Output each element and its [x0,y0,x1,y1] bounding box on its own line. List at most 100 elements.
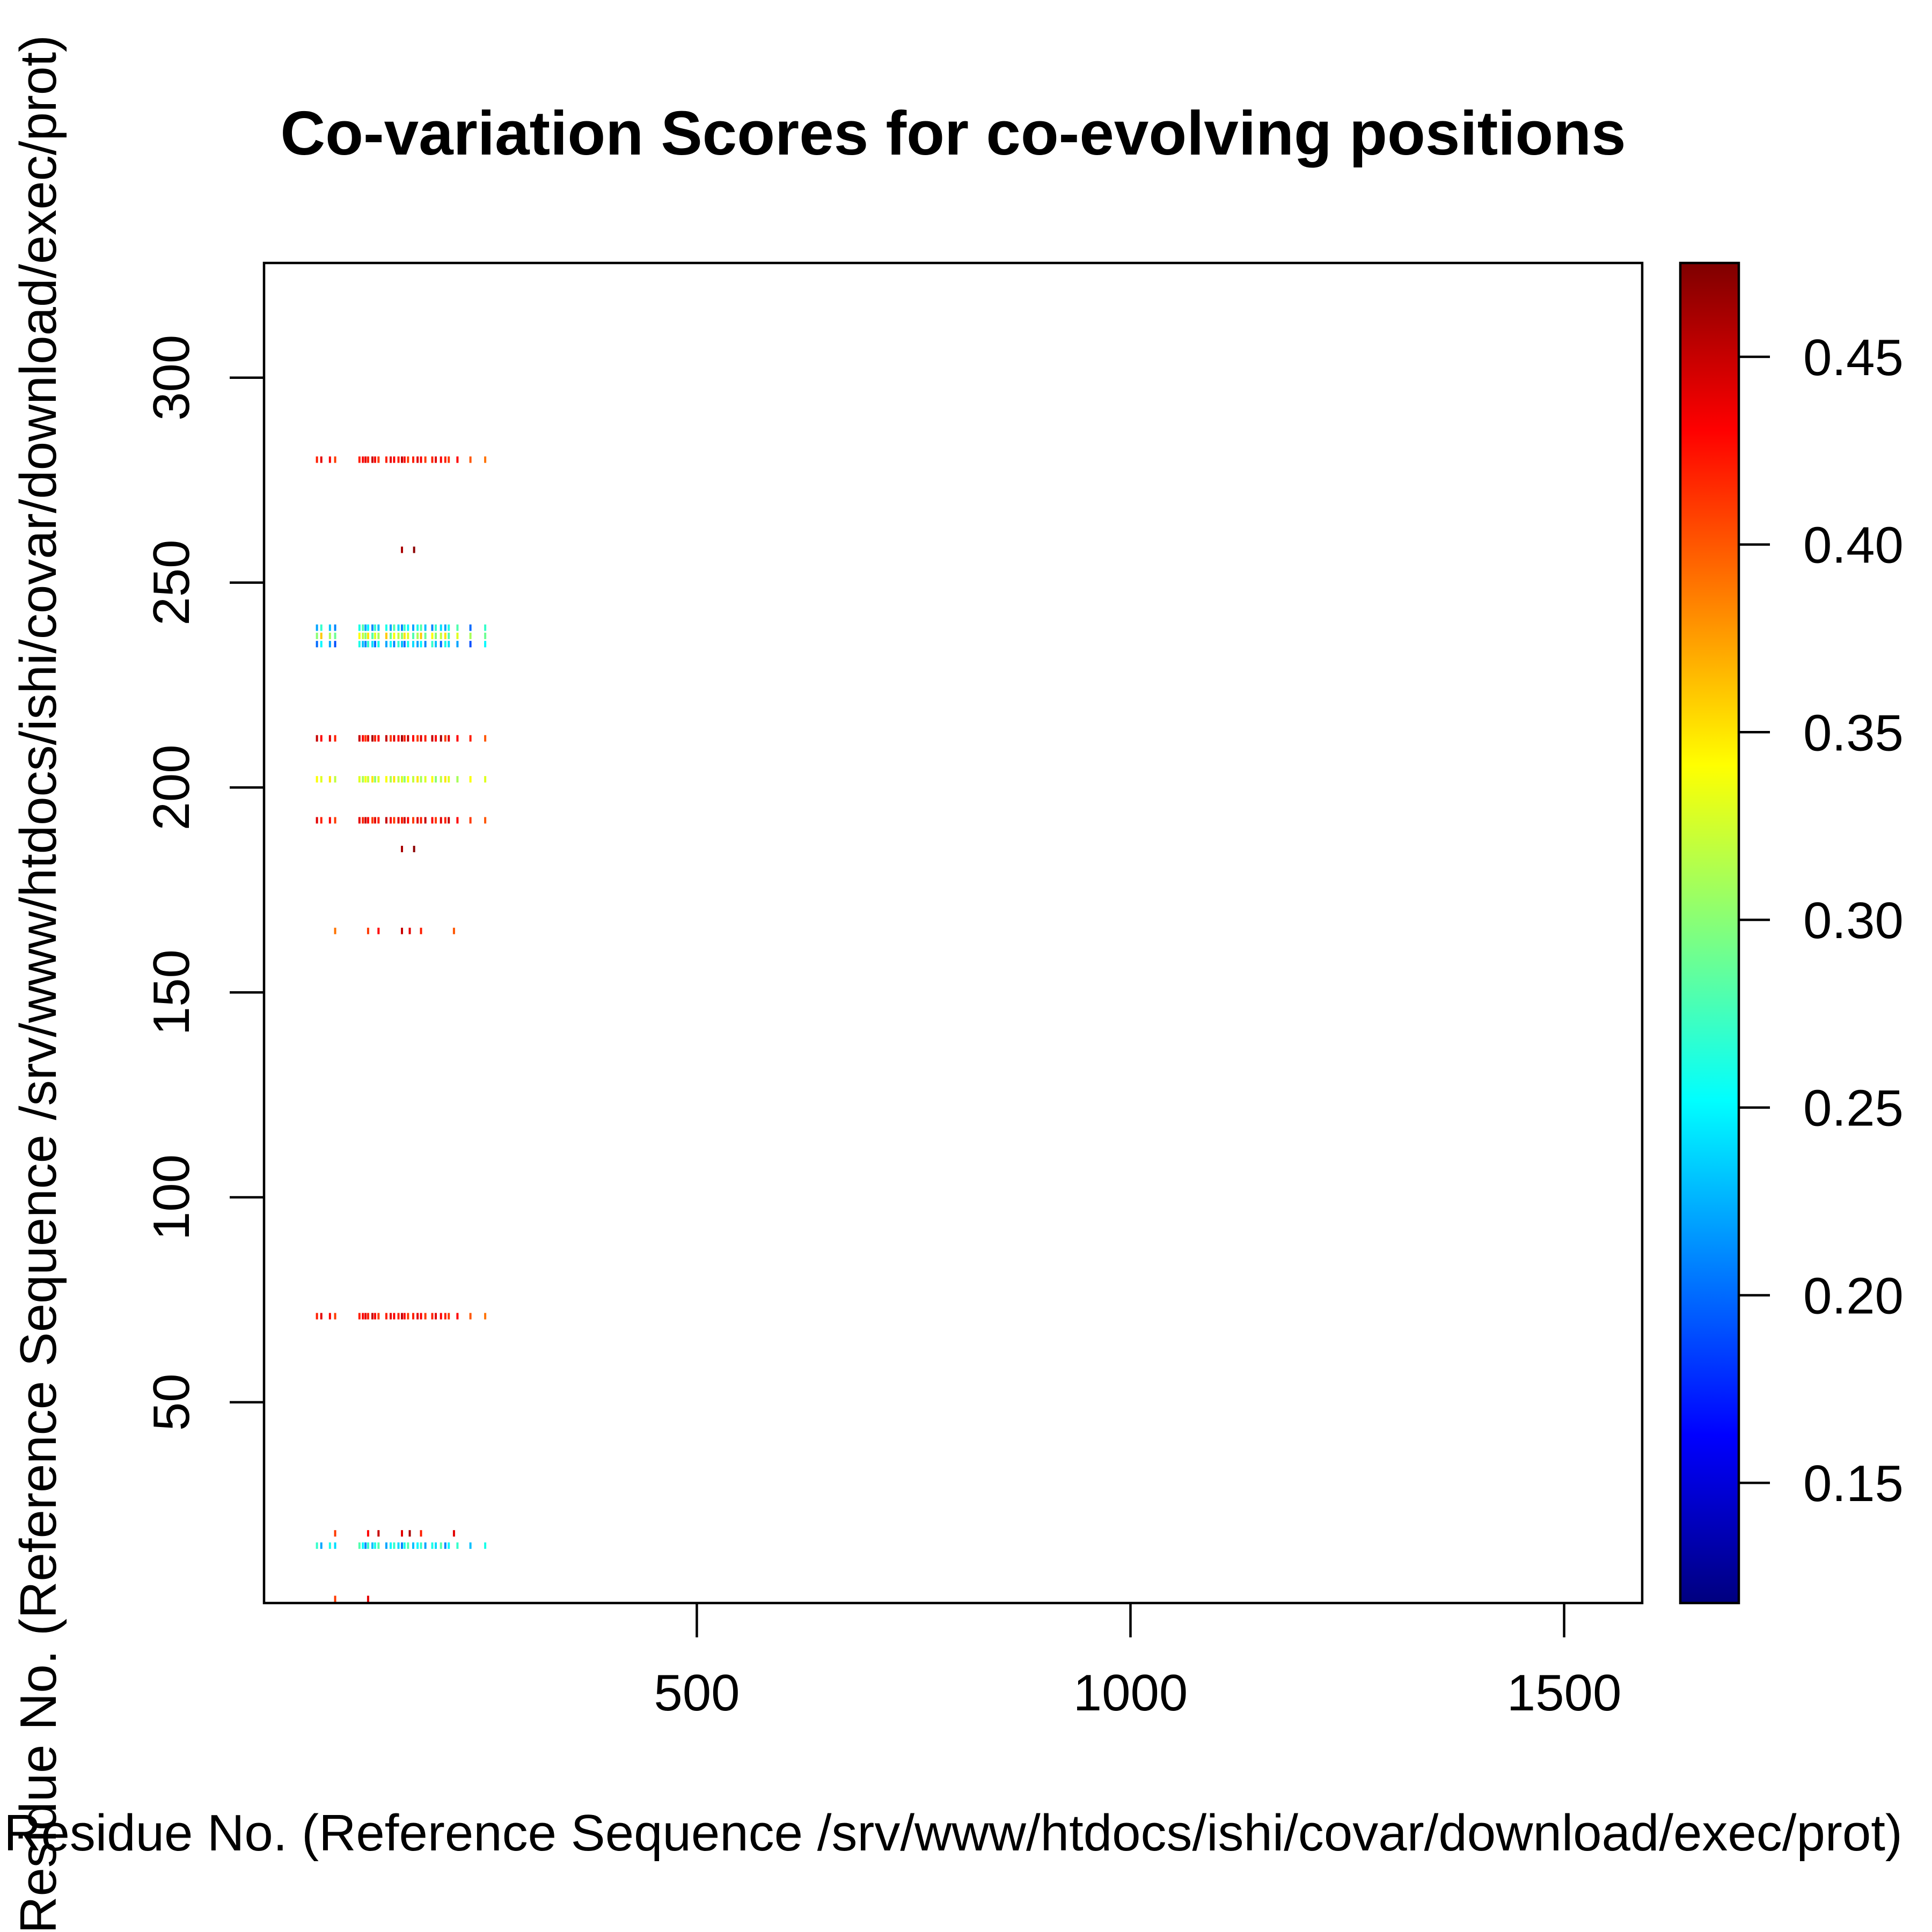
heatmap-cell [444,456,447,463]
heatmap-cell [397,456,400,463]
chart-title: Co-variation Scores for co-evolving posi… [280,98,1626,168]
heatmap-cell [334,776,336,783]
heatmap-cell [407,456,409,463]
heatmap-cell [358,1313,361,1320]
heatmap-cell [424,817,427,824]
heatmap-cell [448,735,450,742]
heatmap-cell [407,641,409,648]
heatmap-cell [371,641,374,648]
heatmap-cell [334,817,336,824]
heatmap-cell [424,632,427,639]
heatmap-cell [401,1530,403,1537]
heatmap-cell [397,776,400,783]
heatmap-cell [374,735,376,742]
heatmap-cell [374,641,376,648]
heatmap-cell [440,1313,442,1320]
heatmap-cell [362,456,364,463]
heatmap-cell [424,624,427,631]
heatmap-cell [401,927,403,934]
heatmap-cell [403,1542,406,1549]
heatmap-cell [385,624,387,631]
heatmap-cell [440,1542,442,1549]
heatmap-cell [420,456,422,463]
heatmap-cell [334,641,336,648]
heatmap-cell [403,1313,406,1320]
heatmap-cell [412,632,414,639]
heatmap-cell [358,456,361,463]
heatmap-cell [367,817,369,824]
heatmap-cell [397,1542,400,1549]
heatmap-cell [316,632,318,639]
heatmap-cell [420,927,422,934]
x-axis-title: Residue No. (Reference Sequence /srv/www… [4,1804,1902,1862]
heatmap-cell [320,1313,323,1320]
heatmap-cell [440,817,442,824]
heatmap-cell [377,456,380,463]
heatmap-cell [412,776,414,783]
heatmap-cell [377,776,380,783]
heatmap-cell [320,776,323,783]
y-tick-label: 100 [143,1154,200,1240]
heatmap-cell [320,632,323,639]
heatmap-cell [469,1313,472,1320]
y-axis-title: Residue No. (Reference Sequence /srv/www… [10,35,67,1932]
heatmap-cell [316,735,318,742]
heatmap-cell [469,735,472,742]
heatmap-cell [435,1542,437,1549]
heatmap-cell [397,735,400,742]
heatmap-cell [456,641,459,648]
heatmap-cell [440,632,442,639]
heatmap-cell [469,776,472,783]
heatmap-cell [364,624,367,631]
heatmap-cell [390,776,392,783]
heatmap-cell [316,641,318,648]
heatmap-cell [416,1313,419,1320]
heatmap-cell [416,1542,419,1549]
heatmap-cell [358,624,361,631]
heatmap-cell [403,456,406,463]
heatmap-cell [367,641,369,648]
heatmap-cell [328,1542,331,1549]
heatmap-cell [435,456,437,463]
heatmap-cell [484,632,487,639]
heatmap-cell [401,641,403,648]
heatmap-cell [397,1313,400,1320]
x-tick-label: 1500 [1507,1664,1622,1722]
heatmap-cell [362,817,364,824]
heatmap-cell [431,776,434,783]
heatmap-cell [374,624,376,631]
heatmap-cell [393,632,396,639]
colorbar-tick-label: 0.40 [1803,517,1904,574]
colorbar-tick-label: 0.25 [1803,1080,1904,1137]
heatmap-cell [385,776,387,783]
heatmap-cell [469,1542,472,1549]
heatmap-cell [334,1542,336,1549]
heatmap-cell [412,735,414,742]
heatmap-cell [407,776,409,783]
heatmap-cell [456,735,459,742]
heatmap-cell [374,1542,376,1549]
heatmap-cell [456,632,459,639]
heatmap-cell [401,776,403,783]
heatmap-cell [484,735,487,742]
heatmap-cell [316,776,318,783]
heatmap-cell [444,776,447,783]
heatmap-cell [377,1542,380,1549]
heatmap-cell [374,632,376,639]
heatmap-cell [412,1542,414,1549]
heatmap-cell [334,632,336,639]
heatmap-cell [431,735,434,742]
heatmap-cell [444,1313,447,1320]
heatmap-cell [390,456,392,463]
heatmap-cell [367,1530,369,1537]
heatmap-cell [403,776,406,783]
colorbar-tick-label: 0.35 [1803,704,1904,762]
heatmap-cell [320,456,323,463]
heatmap-cell [397,632,400,639]
heatmap-cell [385,456,387,463]
heatmap-cell [364,817,367,824]
heatmap-cell [377,632,380,639]
heatmap-cell [390,1542,392,1549]
heatmap-cell [390,624,392,631]
